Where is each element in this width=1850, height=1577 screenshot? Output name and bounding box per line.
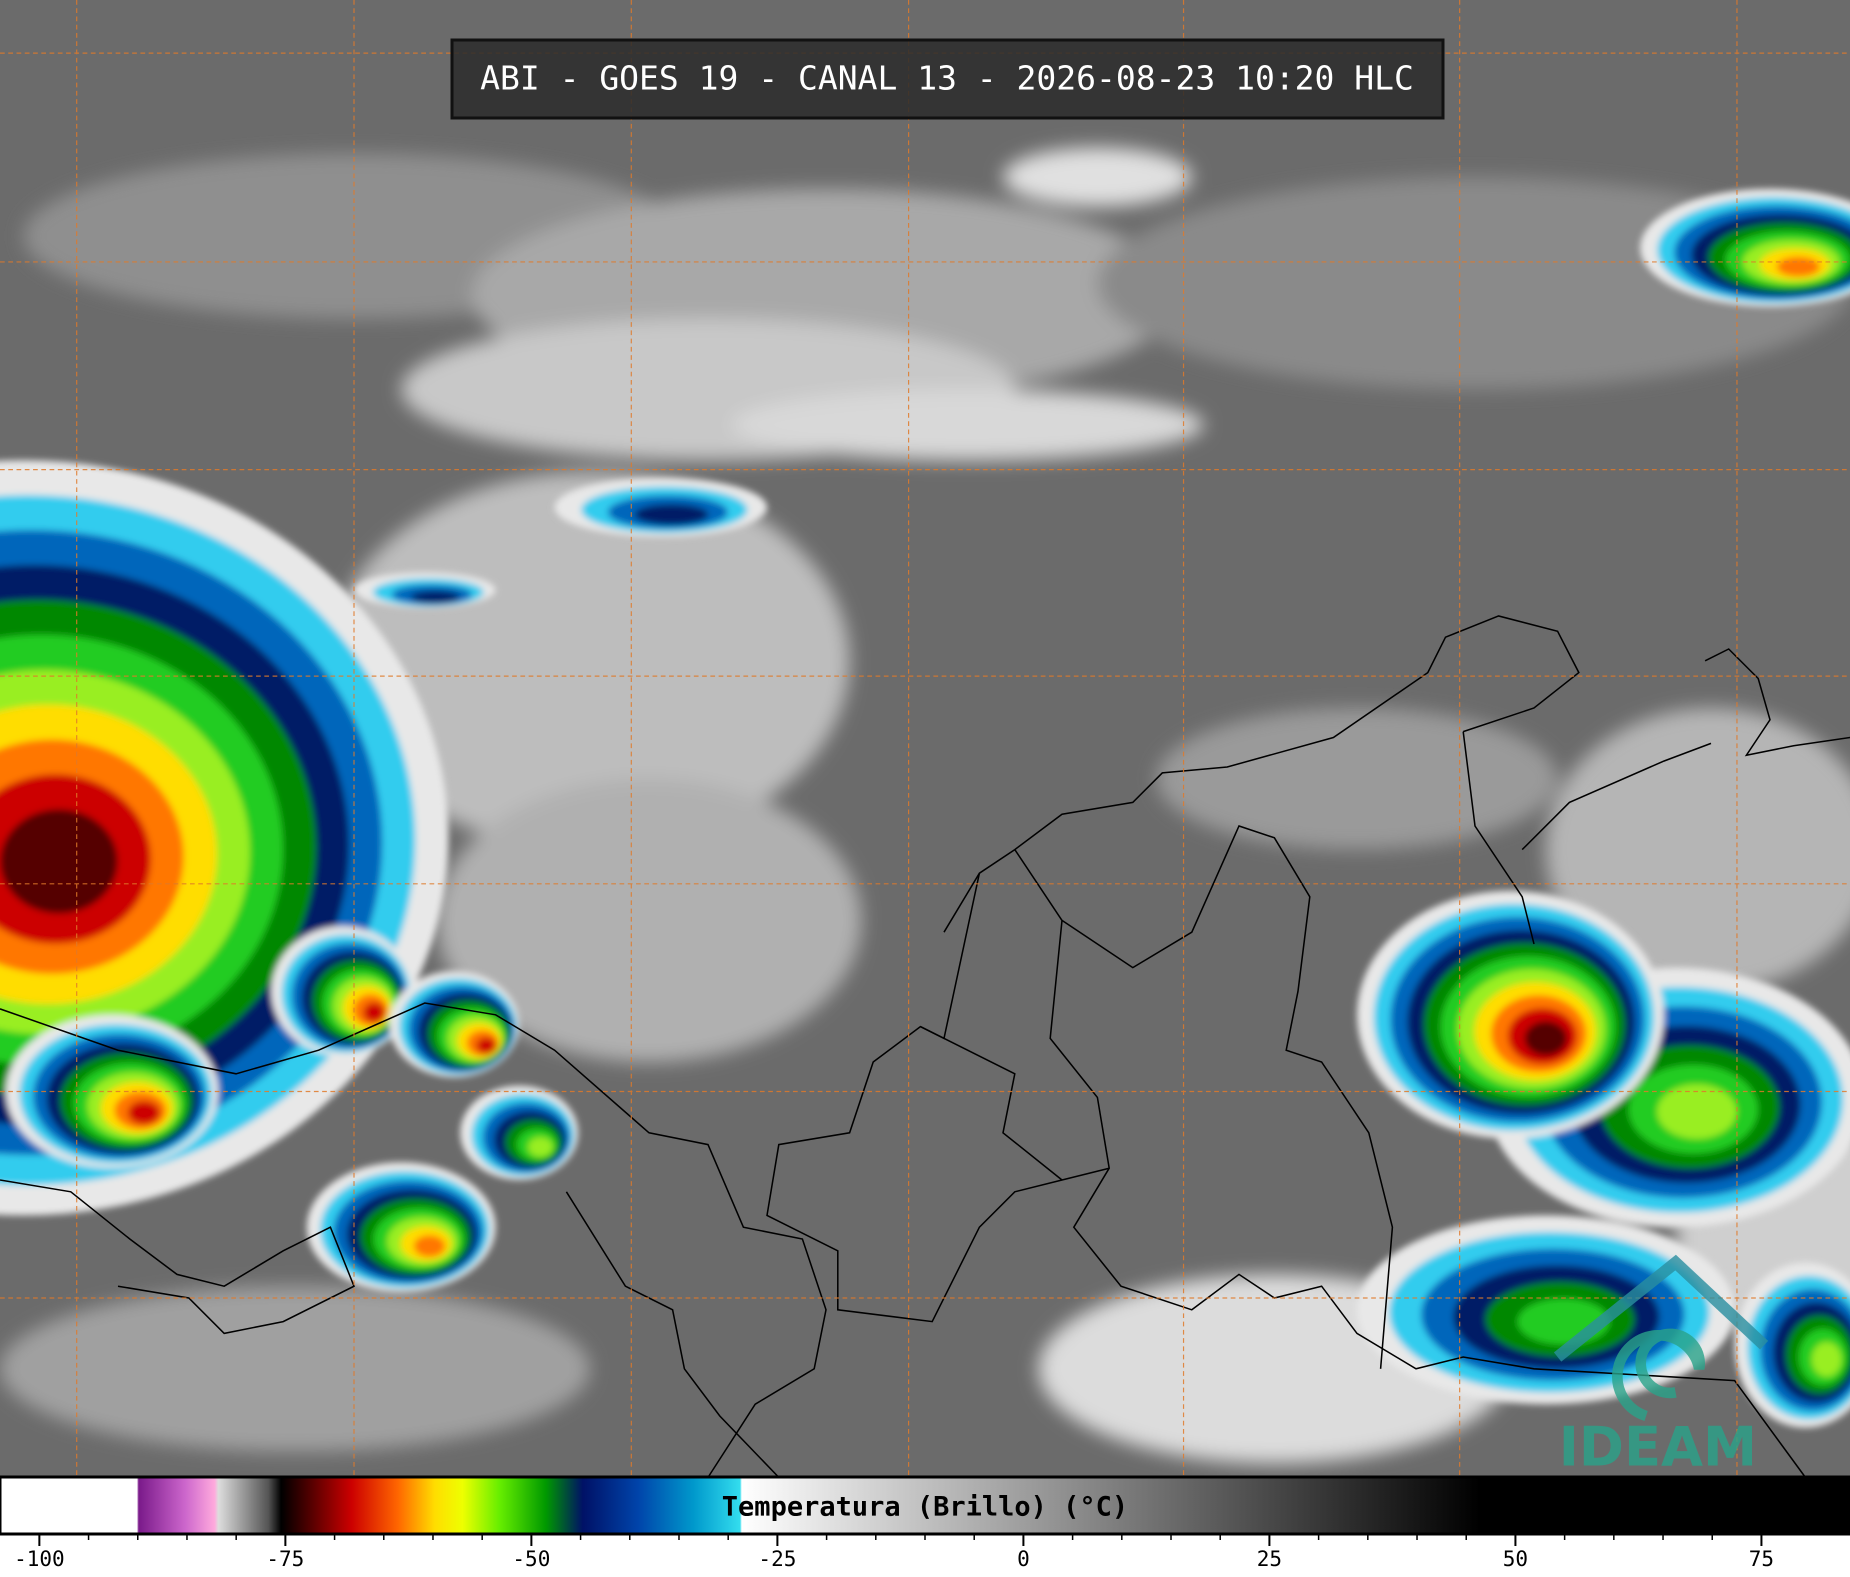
storm-layer — [1776, 256, 1820, 277]
storm-layer — [1811, 1341, 1842, 1377]
title-background — [450, 38, 1445, 120]
colorbar: Temperatura (Brillo) (°C) — [0, 1475, 1850, 1536]
coastlines — [0, 615, 1850, 1478]
logo: IDEAM — [1553, 1254, 1769, 1479]
colorbar-label: Temperatura (Brillo) (°C) — [722, 1492, 1128, 1523]
storm-layer — [634, 504, 709, 525]
x-tick-label: 0 — [1017, 1547, 1030, 1571]
x-tick-label: -50 — [512, 1547, 550, 1571]
x-tick-label: -100 — [14, 1547, 65, 1571]
logo-text: IDEAM — [1559, 1416, 1757, 1479]
storm-layer — [363, 1002, 385, 1023]
x-tick-label: -75 — [266, 1547, 304, 1571]
storm-layer — [0, 809, 118, 914]
storm-layer — [476, 1037, 496, 1054]
storm-layer — [1657, 1084, 1737, 1139]
storm-layer — [1524, 1021, 1567, 1056]
x-tick-label: 50 — [1503, 1547, 1528, 1571]
logo-roof — [1553, 1254, 1769, 1362]
logo-swirl — [1612, 1328, 1705, 1422]
x-tick-label: 25 — [1257, 1547, 1282, 1571]
x-tick-label: 75 — [1749, 1547, 1774, 1571]
storm-layer — [410, 590, 461, 604]
storm-layer — [413, 1235, 446, 1257]
x-tick-label: -25 — [758, 1547, 796, 1571]
title-box: ABI - GOES 19 - CANAL 13 - 2026-08-23 10… — [450, 38, 1445, 120]
clouds — [0, 147, 1850, 1464]
storm-layer — [127, 1101, 160, 1125]
storms — [0, 188, 1850, 1428]
satellite-image: IDEAM — [0, 0, 1850, 1479]
title: ABI - GOES 19 - CANAL 13 - 2026-08-23 10… — [480, 59, 1414, 98]
storm-layer — [528, 1137, 553, 1157]
